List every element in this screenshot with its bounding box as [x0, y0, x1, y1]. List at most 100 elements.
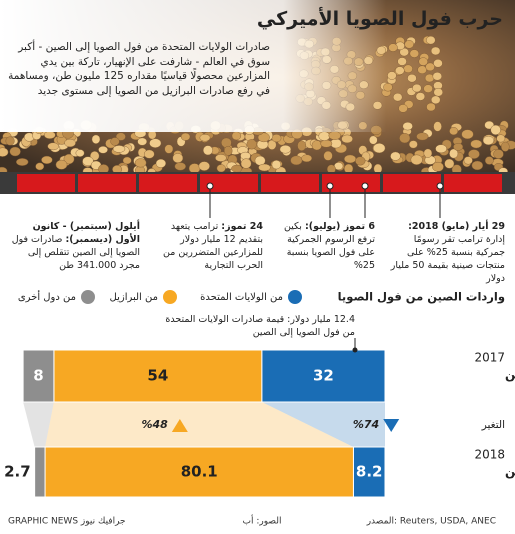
bean [341, 134, 353, 144]
bean [471, 160, 484, 171]
change-title: التغير [481, 419, 505, 431]
bean [501, 141, 510, 152]
bean [55, 159, 68, 170]
bean [435, 144, 447, 154]
bean [90, 151, 100, 161]
bean [470, 139, 483, 149]
bar-segment [352, 446, 386, 498]
bean [223, 145, 233, 156]
bean [43, 131, 56, 139]
value-label: 54 [147, 367, 168, 385]
bean [453, 143, 464, 151]
bean [423, 148, 433, 158]
flow [23, 402, 54, 447]
bean [408, 140, 418, 149]
credit: GRAPHIC NEWS جرافيك نيوز [8, 517, 126, 527]
bean [231, 131, 242, 141]
bean [91, 134, 101, 144]
event-date: 24 تموز: [221, 221, 263, 232]
bean [258, 163, 271, 172]
bar-segment [34, 446, 46, 498]
bean [203, 145, 213, 156]
bean [199, 134, 211, 142]
bean [215, 154, 227, 162]
bean [323, 150, 333, 161]
bean [320, 139, 333, 148]
photo-fade [0, 0, 515, 132]
value-label: 32 [313, 367, 334, 385]
bean [64, 138, 76, 148]
bean [231, 164, 243, 173]
intro: صادرات الولايات المتحدة من فول الصويا إل… [8, 41, 270, 97]
event-text: بكين ترفع الرسوم الجمركية على فول الصويا… [283, 221, 375, 271]
source: المصدر: Reuters, USDA, ANEC [366, 517, 496, 527]
total-label: 94 مليون طن [505, 368, 515, 383]
category-label: 2018 [474, 448, 505, 462]
timeline-block [200, 174, 258, 192]
bean [155, 158, 167, 168]
chart-title: واردات الصين من فول الصويا [338, 290, 505, 305]
marker [206, 182, 214, 190]
flow [261, 402, 385, 447]
category-label: 2017 [474, 351, 505, 365]
bean [35, 162, 45, 171]
bean [0, 147, 9, 157]
bean [463, 156, 473, 165]
value-label: 2.7 [4, 463, 31, 481]
bean [496, 134, 506, 143]
timeline-block [17, 174, 75, 192]
bean [188, 163, 201, 174]
event-date: أيلول (سبتمبر) - كانون الأول (ديسمبر): [32, 221, 140, 245]
bean [98, 146, 108, 154]
value-label: 8.2 [356, 463, 383, 481]
timeline-block [444, 174, 502, 192]
bean [164, 144, 174, 154]
bean [75, 149, 85, 157]
annotation: 12.4 مليار دولار: قيمة صادرات الولايات ا… [165, 314, 355, 338]
photo-credit: الصور: أب [243, 515, 282, 527]
event: 24 تموز: ترامب يتعهد بتقديم 12 مليار دول… [151, 220, 263, 272]
event: 29 أيار (مايو) 2018: إدارة ترامب تقر رسو… [387, 220, 505, 285]
bean [444, 158, 455, 169]
legend-swatch [163, 290, 177, 304]
bean [240, 158, 252, 169]
bean [122, 156, 132, 165]
bean [112, 145, 126, 153]
bean [82, 156, 94, 166]
bean [355, 156, 366, 166]
legend-label: من دول أخرى [18, 290, 76, 303]
bean [174, 162, 186, 171]
bean [110, 137, 120, 146]
bean [246, 139, 257, 150]
bean [143, 149, 155, 159]
event-date: 29 أيار (مايو) 2018: [408, 221, 505, 232]
annotation-dot [352, 347, 358, 353]
marker [326, 182, 334, 190]
flow [45, 402, 354, 447]
bean [41, 155, 53, 164]
bean [9, 146, 21, 157]
bean [390, 151, 401, 161]
bean [271, 160, 282, 170]
bean [47, 142, 59, 151]
bean [180, 132, 191, 141]
bean [198, 161, 210, 171]
event-text: صادرات فول الصويا إلى الصين تتقلص إلى مج… [11, 234, 140, 271]
event-date: 6 تموز (يوليو): [304, 221, 375, 232]
event-text: إدارة ترامب تقر رسومًا جمركية بنسبة 25% … [390, 234, 505, 284]
bean [149, 138, 162, 148]
value-label: 80.1 [181, 463, 218, 481]
event: أيلول (سبتمبر) - كانون الأول (ديسمبر): ص… [8, 220, 140, 272]
bean [318, 131, 330, 141]
total-label: 91 مليون طن [505, 465, 515, 480]
event-text: ترامب يتعهد بتقديم 12 مليار دولار للمزار… [163, 221, 263, 271]
change-arrow [383, 419, 400, 432]
legend-label: من الولايات المتحدة [200, 292, 283, 303]
bar-segment [22, 349, 55, 403]
bean [432, 161, 444, 172]
legend-swatch [81, 290, 95, 304]
bean [172, 153, 184, 163]
bar-segment [44, 446, 354, 498]
bean [297, 140, 307, 151]
timeline-block [139, 174, 197, 192]
